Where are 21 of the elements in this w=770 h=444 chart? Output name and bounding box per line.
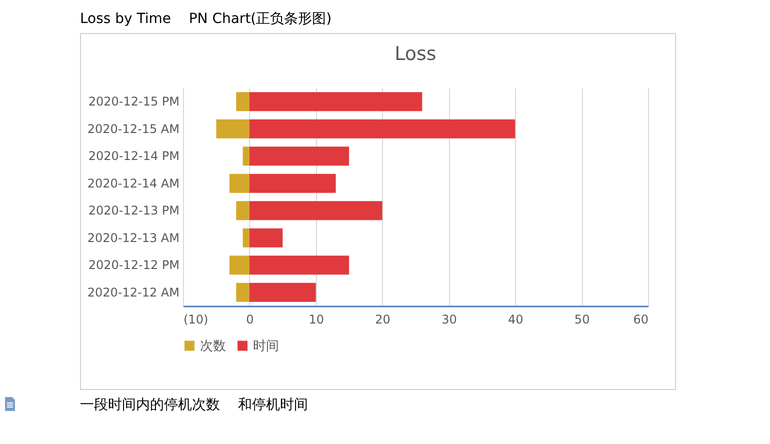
- chart-title: Loss: [394, 43, 436, 65]
- y-tick-label: 2020-12-13 AM: [87, 230, 180, 245]
- y-tick-label: 2020-12-13 PM: [88, 204, 180, 218]
- x-tick-label: (10): [184, 312, 208, 326]
- x-tick-label: 20: [375, 312, 390, 326]
- x-tick-label: 50: [574, 312, 590, 326]
- x-tick-label: 40: [508, 312, 524, 326]
- y-tick-label: 2020-12-15 AM: [87, 122, 180, 136]
- x-tick-label: 10: [308, 312, 324, 326]
- x-tick-label: 0: [246, 312, 254, 326]
- x-tick-label: 30: [442, 312, 457, 326]
- text: 一段时间内的停机次数 和停机时间: [80, 396, 308, 414]
- text: Loss by Time PN Chart(正负条形图): [80, 10, 332, 28]
- legend-label: 次数: [200, 338, 226, 354]
- y-tick-label: 2020-12-14 PM: [88, 149, 180, 164]
- y-tick-label: 2020-12-12 PM: [88, 258, 180, 272]
- y-tick-label: 2020-12-15 PM: [88, 94, 180, 109]
- y-tick-label: 2020-12-14 AM: [87, 176, 180, 190]
- x-tick-label: 60: [633, 312, 648, 326]
- legend-label: 时间: [253, 338, 279, 354]
- y-tick-label: 2020-12-12 AM: [87, 285, 180, 300]
